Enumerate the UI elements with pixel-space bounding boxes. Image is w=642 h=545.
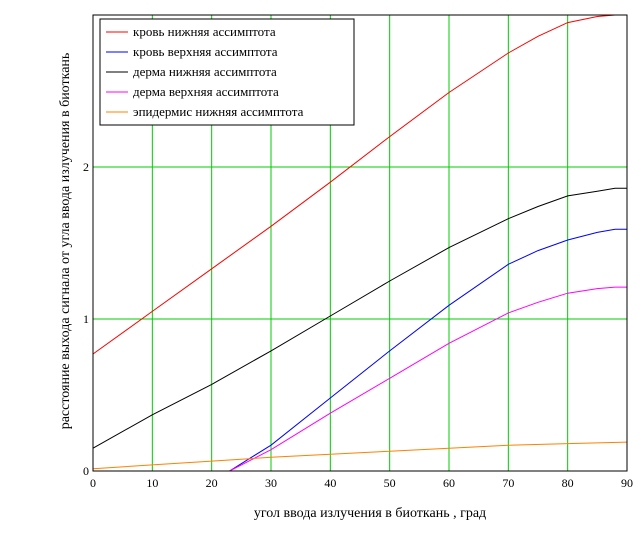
series-line-4 — [229, 286, 627, 472]
y-tick-label: 2 — [83, 160, 89, 174]
x-tick-label: 70 — [502, 476, 514, 490]
legend-label: кровь верхняя ассимптота — [133, 44, 278, 59]
series-line-5 — [92, 441, 628, 470]
y-axis-label: расстояние выхода сигнала от угла ввода … — [58, 53, 73, 430]
x-tick-label: 80 — [562, 476, 574, 490]
legend-label: дерма верхняя ассимптота — [133, 84, 279, 99]
y-tick-label: 0 — [83, 464, 89, 478]
x-tick-labels: 0 10 20 30 40 50 60 70 80 90 — [90, 476, 633, 490]
series-line-1 — [92, 14, 627, 355]
x-tick-label: 90 — [621, 476, 633, 490]
x-axis-label: угол ввода излучения в биоткань , град — [254, 506, 486, 521]
x-tick-label: 0 — [90, 476, 96, 490]
legend-label: кровь нижняя ассимптота — [133, 24, 276, 39]
x-tick-label: 30 — [265, 476, 277, 490]
x-tick-label: 20 — [206, 476, 218, 490]
legend-label: эпидермис нижняя ассимптота — [133, 104, 304, 119]
plot-frame — [92, 14, 628, 472]
y-tick-label: 1 — [83, 312, 89, 326]
series-line-2 — [229, 228, 627, 472]
legend-box — [99, 18, 355, 126]
series-line-3 — [92, 187, 627, 449]
legend-label: дерма нижняя ассимптота — [133, 64, 277, 79]
x-tick-label: 50 — [384, 476, 396, 490]
x-tick-label: 40 — [324, 476, 336, 490]
x-tick-label: 10 — [146, 476, 158, 490]
legend: кровь нижняя ассимптота кровь верхняя асс… — [99, 18, 355, 126]
series-lines — [92, 14, 628, 472]
y-tick-labels: 0 1 2 — [83, 160, 89, 478]
x-tick-label: 60 — [443, 476, 455, 490]
